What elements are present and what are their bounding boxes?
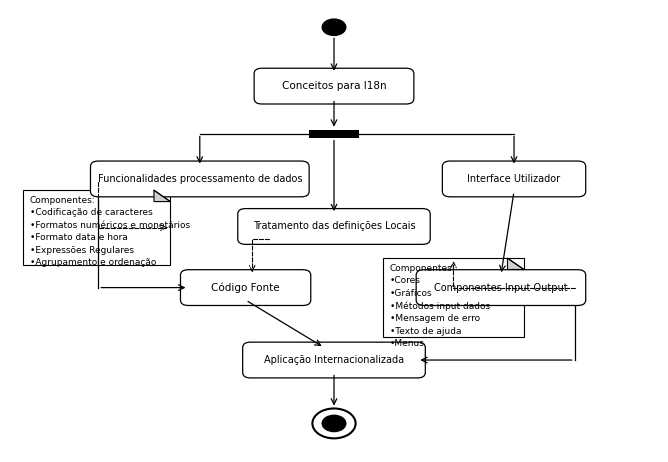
Polygon shape xyxy=(508,258,524,269)
Text: Funcionalidades processamento de dados: Funcionalidades processamento de dados xyxy=(98,174,302,184)
Text: Componentes:
•Cores
•Gráficos
•Métodos input dados
•Mensagem de erro
•Texto de a: Componentes: •Cores •Gráficos •Métodos i… xyxy=(389,264,490,348)
Text: Aplicação Internacionalizada: Aplicação Internacionalizada xyxy=(264,355,404,365)
Bar xyxy=(23,190,170,265)
FancyBboxPatch shape xyxy=(254,68,414,104)
Circle shape xyxy=(322,19,346,36)
Bar xyxy=(383,258,524,337)
Circle shape xyxy=(322,415,346,432)
Text: Componentes:
•Codificação de caracteres
•Formatos numéricos e monetários
•Format: Componentes: •Codificação de caracteres … xyxy=(29,196,190,267)
Text: Tratamento das definições Locais: Tratamento das definições Locais xyxy=(253,221,415,231)
Text: Interface Utilizador: Interface Utilizador xyxy=(468,174,560,184)
Text: Conceitos para I18n: Conceitos para I18n xyxy=(282,81,386,91)
Text: Componentes Input Output: Componentes Input Output xyxy=(434,283,568,292)
FancyBboxPatch shape xyxy=(238,208,430,244)
FancyBboxPatch shape xyxy=(416,270,586,305)
FancyBboxPatch shape xyxy=(180,270,311,305)
FancyBboxPatch shape xyxy=(442,161,586,197)
Bar xyxy=(309,129,359,138)
FancyBboxPatch shape xyxy=(242,342,426,378)
Text: Código Fonte: Código Fonte xyxy=(211,282,280,293)
FancyBboxPatch shape xyxy=(90,161,309,197)
Polygon shape xyxy=(154,190,170,201)
